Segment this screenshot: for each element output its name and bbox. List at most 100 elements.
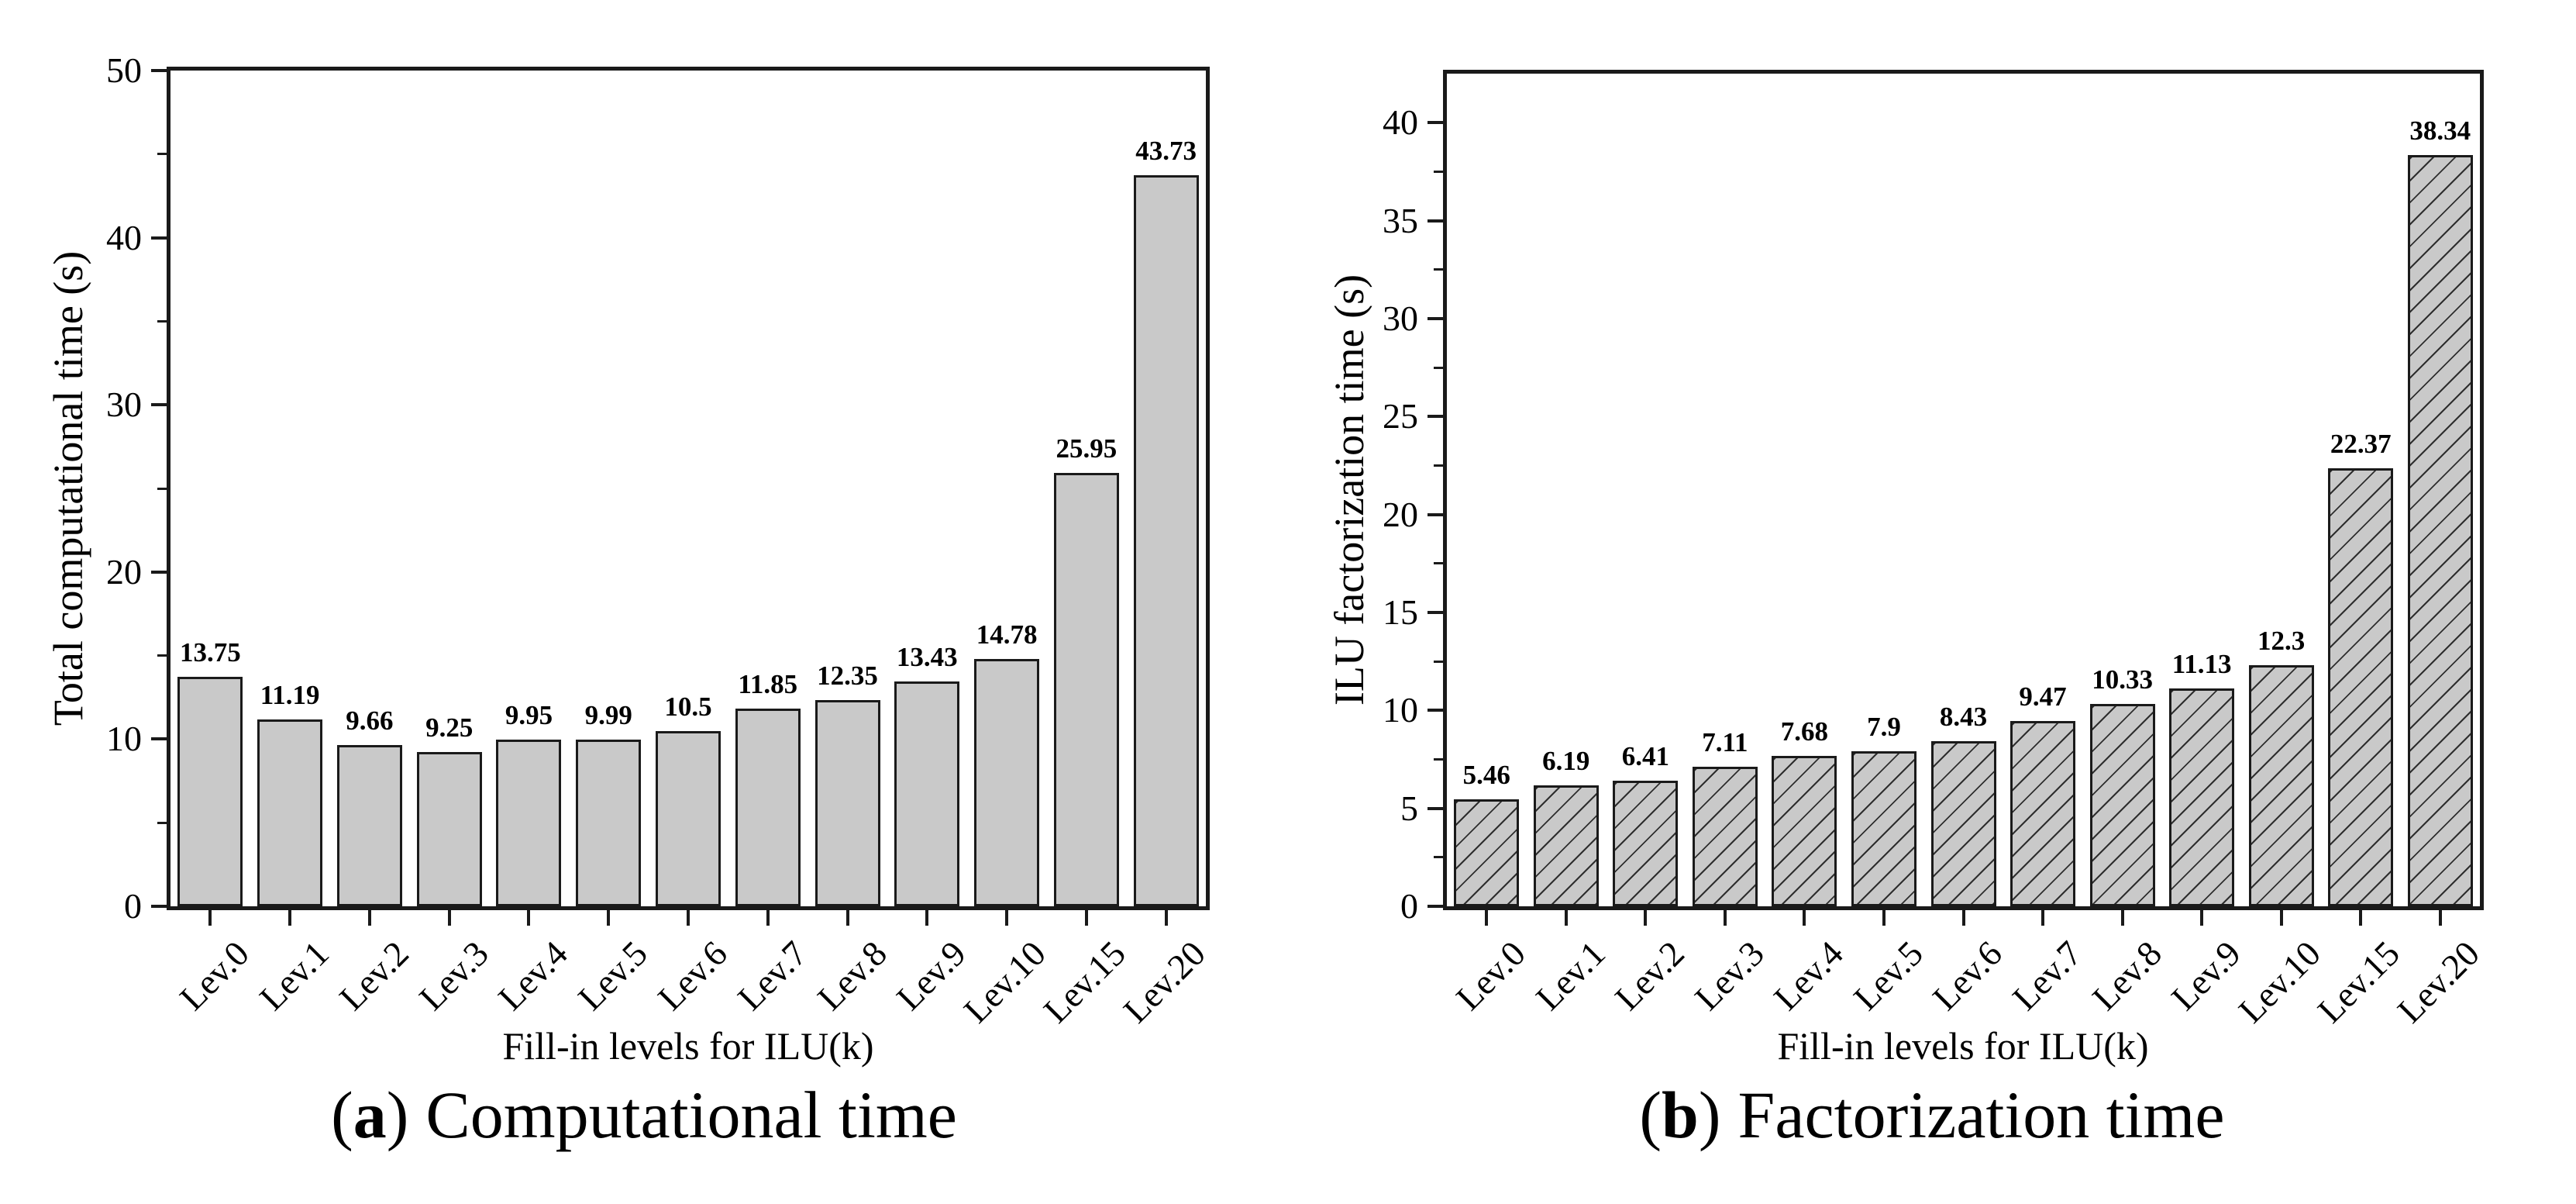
bar-value-label: 25.95 <box>1056 433 1118 464</box>
bar-value-label: 9.99 <box>584 699 632 730</box>
bar-value-label: 13.43 <box>896 642 958 673</box>
x-tick <box>527 910 531 926</box>
y-tick-label: 50 <box>106 50 142 90</box>
caption-a-paren-open: ( <box>331 1078 353 1152</box>
y-minor-tick <box>157 487 167 490</box>
x-tick-label: Lev.5 <box>570 933 656 1018</box>
y-minor-tick <box>157 821 167 824</box>
y-tick-label: 30 <box>1383 298 1418 338</box>
caption-b-label: Factorization time <box>1737 1078 2225 1152</box>
x-tick-label: Lev.15 <box>1035 933 1133 1031</box>
bar <box>1053 472 1119 906</box>
bar <box>2169 688 2235 906</box>
y-tick-label: 10 <box>1383 690 1418 730</box>
x-tick-label: Lev.4 <box>491 933 576 1018</box>
y-tick <box>1427 806 1443 810</box>
y-tick <box>1427 709 1443 712</box>
x-tick-label: Lev.20 <box>2389 933 2487 1031</box>
x-tick-label: Lev.7 <box>729 933 814 1018</box>
x-tick <box>925 910 929 926</box>
bar-value-label: 14.78 <box>976 619 1038 650</box>
x-tick <box>447 910 451 926</box>
x-tick <box>1961 910 1965 926</box>
caption-b: (b) Factorization time <box>1288 1076 2576 1154</box>
x-tick <box>766 910 770 926</box>
caption-a-label: Computational time <box>425 1078 957 1152</box>
bar <box>894 681 960 906</box>
x-tick <box>1005 910 1009 926</box>
x-tick <box>1564 910 1568 926</box>
y-tick-label: 40 <box>106 217 142 257</box>
bar <box>974 659 1040 906</box>
y-tick <box>1427 219 1443 223</box>
bar <box>2010 720 2076 906</box>
x-tick-label: Lev.10 <box>2230 933 2328 1031</box>
x-axis-title-a: Fill-in levels for ILU(k) <box>502 1024 874 1068</box>
bar <box>576 739 642 906</box>
y-minor-tick <box>1434 366 1443 369</box>
caption-a-paren-close: ) <box>386 1078 409 1152</box>
y-minor-tick <box>157 319 167 323</box>
x-tick <box>1164 910 1168 926</box>
bar <box>656 730 721 906</box>
bar <box>1851 751 1917 906</box>
bar <box>2328 467 2394 906</box>
caption-b-letter: b <box>1662 1078 1699 1152</box>
x-tick-label: Lev.5 <box>1845 933 1930 1018</box>
y-tick-label: 30 <box>106 385 142 425</box>
x-tick-label: Lev.0 <box>172 933 257 1018</box>
bar-value-label: 7.9 <box>1867 712 1901 743</box>
x-axis-title-b: Fill-in levels for ILU(k) <box>1777 1024 2149 1068</box>
y-tick <box>151 905 167 908</box>
bar-value-label: 6.19 <box>1542 745 1590 776</box>
bar <box>814 699 880 906</box>
bar <box>1692 767 1758 906</box>
bar-value-label: 11.13 <box>2171 648 2232 679</box>
y-minor-tick <box>157 654 167 657</box>
x-tick <box>1882 910 1886 926</box>
bar-value-label: 9.66 <box>346 705 394 736</box>
bar-value-label: 6.41 <box>1621 741 1669 771</box>
x-tick-label: Lev.7 <box>2005 933 2089 1018</box>
bar <box>2089 703 2155 906</box>
x-tick <box>1485 910 1489 926</box>
y-minor-tick <box>1434 464 1443 467</box>
caption-a-letter: a <box>353 1078 387 1152</box>
y-tick <box>1427 610 1443 614</box>
plot-area-a <box>167 67 1210 910</box>
x-tick <box>2200 910 2204 926</box>
x-tick <box>1723 910 1727 926</box>
bar <box>336 744 402 906</box>
bar-value-label: 7.11 <box>1702 727 1748 758</box>
y-minor-tick <box>1434 660 1443 663</box>
x-tick <box>1803 910 1806 926</box>
x-tick-label: Lev.2 <box>331 933 416 1018</box>
x-tick-label: Lev.6 <box>650 933 735 1018</box>
x-tick-label: Lev.20 <box>1115 933 1213 1031</box>
bar <box>1533 785 1599 906</box>
y-minor-tick <box>1434 562 1443 565</box>
y-tick-label: 5 <box>1400 788 1418 828</box>
y-tick-label: 20 <box>1383 494 1418 534</box>
y-tick-label: 0 <box>1400 886 1418 926</box>
y-minor-tick <box>157 153 167 156</box>
y-tick <box>151 236 167 240</box>
y-tick <box>151 403 167 407</box>
y-tick <box>151 570 167 574</box>
y-tick <box>151 69 167 72</box>
plot-area-b <box>1443 70 2484 910</box>
bar-value-label: 11.85 <box>738 668 798 699</box>
x-tick <box>607 910 611 926</box>
y-minor-tick <box>1434 170 1443 173</box>
x-tick-label: Lev.10 <box>956 933 1054 1031</box>
y-tick-label: 10 <box>106 719 142 759</box>
y-tick-label: 35 <box>1383 200 1418 240</box>
bar-value-label: 9.47 <box>2019 681 2067 712</box>
y-tick-label: 25 <box>1383 396 1418 436</box>
caption-b-paren-close: ) <box>1698 1078 1721 1152</box>
x-tick-label: Lev.1 <box>252 933 337 1018</box>
x-tick-label: Lev.1 <box>1527 933 1613 1018</box>
bar-value-label: 11.19 <box>260 679 320 710</box>
bar <box>1133 175 1199 906</box>
